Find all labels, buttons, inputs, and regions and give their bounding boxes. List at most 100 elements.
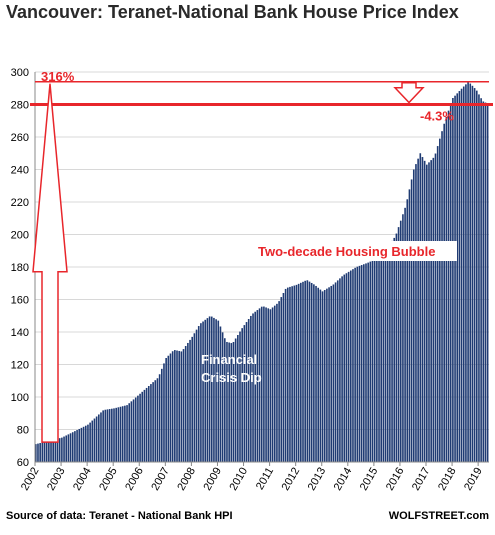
dip-label-line1: Financial: [201, 352, 257, 367]
bar: [486, 103, 489, 462]
bar: [454, 95, 456, 462]
bar: [282, 293, 285, 462]
bar: [334, 282, 337, 462]
bar: [184, 346, 187, 462]
bar: [160, 368, 163, 462]
bar: [354, 267, 356, 462]
x-tick-label: 2018: [436, 466, 459, 493]
bar: [449, 104, 452, 462]
bar: [54, 439, 57, 462]
bar: [243, 325, 246, 462]
y-tick-label: 200: [11, 230, 29, 242]
y-tick-label: 120: [11, 360, 29, 372]
bar: [193, 333, 196, 462]
bar: [304, 280, 306, 462]
bar: [178, 350, 180, 462]
y-tick-label: 100: [11, 392, 29, 404]
bar: [297, 283, 300, 462]
bar: [35, 444, 37, 462]
y-tick-label: 80: [17, 425, 29, 437]
bar: [341, 276, 343, 462]
y-tick-label: 140: [11, 327, 29, 339]
bar: [78, 428, 81, 462]
bar: [202, 321, 204, 462]
bar: [384, 249, 387, 462]
bar: [423, 160, 426, 463]
bar: [130, 401, 133, 462]
bar: [213, 317, 215, 462]
bubble-label-background: [252, 241, 457, 261]
bar: [228, 342, 230, 462]
bar: [452, 98, 454, 462]
bar: [339, 278, 341, 462]
bar: [223, 338, 226, 462]
bar: [432, 157, 435, 462]
bar: [393, 237, 396, 462]
bar: [93, 418, 96, 462]
bar: [321, 291, 324, 462]
rise-arrow: [32, 83, 68, 443]
y-tick-label: 60: [17, 457, 29, 469]
x-tick-label: 2009: [201, 466, 224, 493]
x-tick-label: 2007: [149, 466, 172, 493]
bar: [267, 308, 270, 462]
bubble-label: Two-decade Housing Bubble: [258, 244, 435, 259]
brand-label: WOLFSTREET.com: [388, 510, 489, 522]
x-tick-label: 2004: [71, 466, 94, 493]
bar: [237, 335, 239, 462]
bar: [343, 274, 346, 462]
x-tick-label: 2006: [123, 466, 146, 493]
bar: [82, 426, 85, 462]
bar: [436, 146, 439, 462]
bar: [195, 329, 198, 462]
bar: [115, 407, 117, 462]
y-axis-ticks: 60 80 100 120 140 160 180 200 220 240 260 280 300: [11, 67, 29, 469]
bar: [217, 320, 220, 462]
bar: [87, 424, 89, 462]
bar: [91, 420, 94, 462]
bar: [252, 313, 254, 462]
bar: [265, 307, 267, 462]
bar: [245, 322, 248, 462]
bar: [132, 399, 135, 462]
bar: [250, 315, 252, 462]
bar: [154, 380, 157, 462]
bar: [145, 387, 148, 462]
bar: [189, 339, 191, 462]
bar: [128, 403, 131, 462]
rise-label: 316%: [41, 69, 75, 84]
bar: [404, 207, 406, 462]
bar: [39, 443, 41, 462]
bar: [310, 282, 313, 462]
bar: [391, 240, 393, 462]
bar: [169, 353, 172, 462]
bar: [256, 310, 259, 462]
bar: [278, 301, 280, 462]
bar: [430, 160, 432, 462]
bar: [119, 406, 122, 462]
y-tick-label: 220: [11, 197, 29, 209]
bar: [286, 287, 289, 462]
bar: [150, 384, 152, 462]
bar: [156, 378, 159, 462]
bar: [447, 110, 450, 462]
bar: [61, 437, 63, 462]
bar: [291, 286, 293, 462]
bar: [273, 305, 276, 462]
bar: [165, 358, 167, 462]
bar: [200, 323, 202, 462]
bar: [480, 98, 482, 462]
bar: [426, 164, 428, 462]
bar: [462, 86, 465, 463]
bar: [465, 84, 467, 462]
bar: [408, 189, 411, 462]
bar: [308, 281, 311, 462]
bar: [360, 265, 363, 462]
bar: [84, 425, 87, 462]
bar: [263, 306, 265, 462]
bar: [419, 153, 422, 462]
bar: [406, 199, 409, 462]
bar: [330, 285, 333, 462]
bar: [467, 82, 469, 462]
x-tick-label: 2014: [332, 466, 355, 493]
